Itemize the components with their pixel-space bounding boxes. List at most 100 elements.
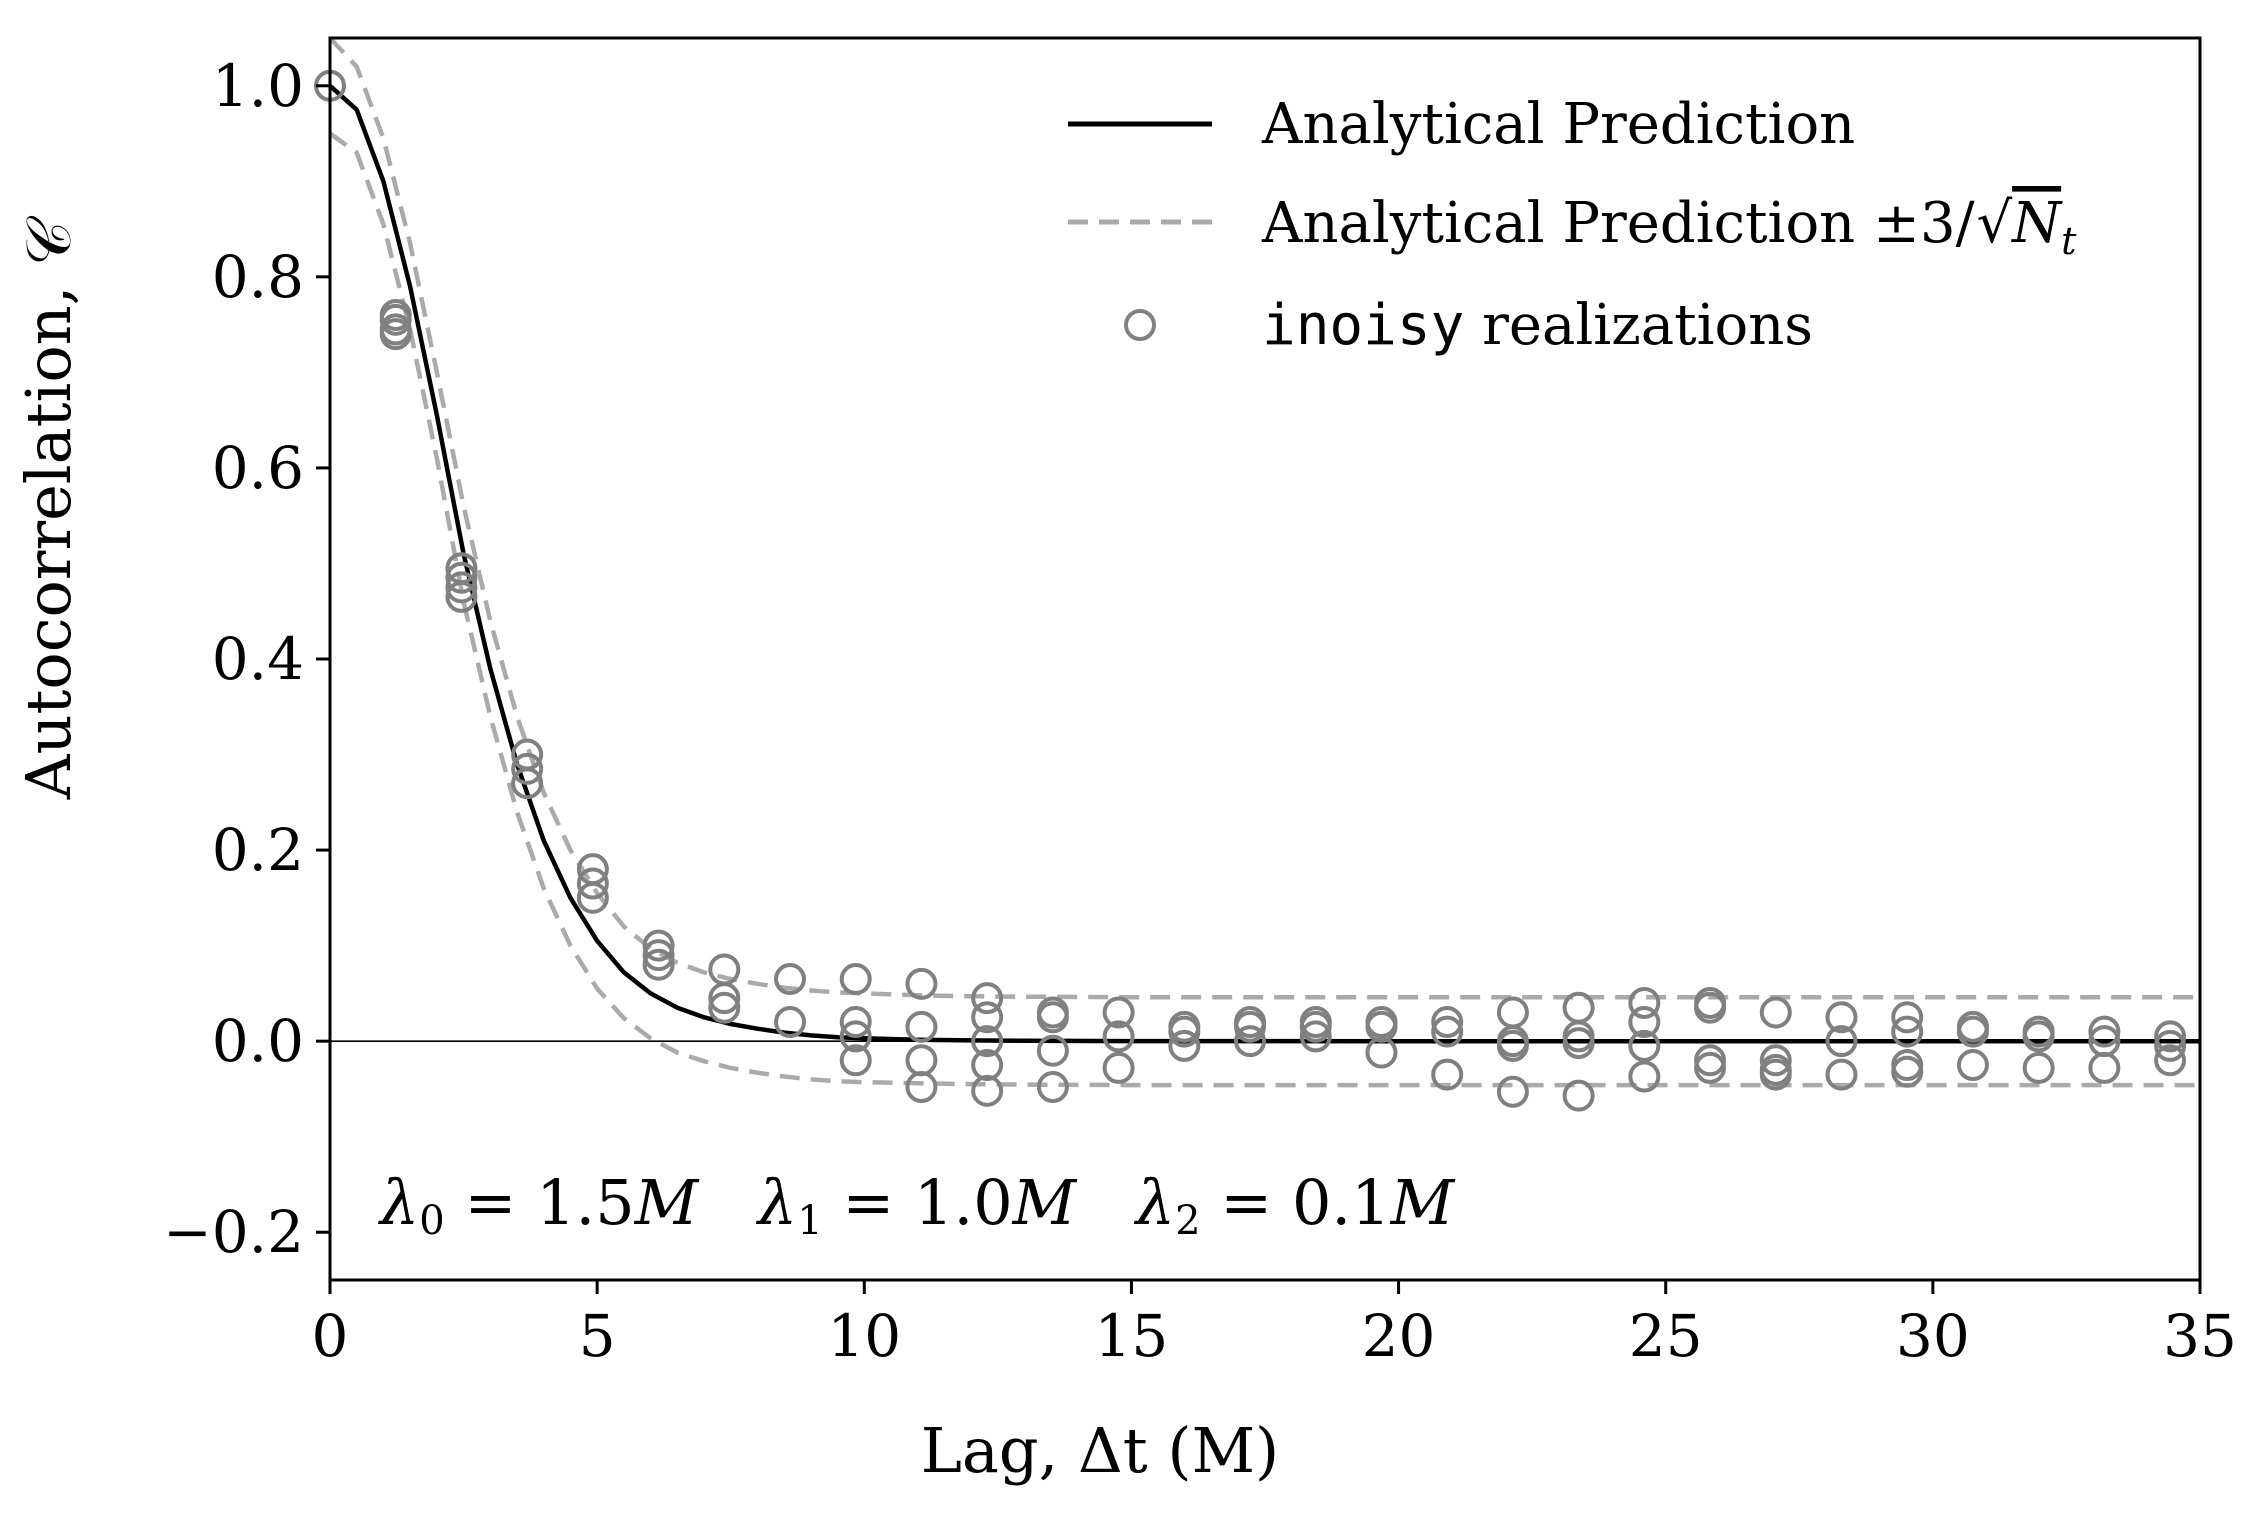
realization-marker <box>1036 1071 1069 1104</box>
realization-marker <box>1431 1006 1464 1039</box>
x-tick-label: 25 <box>1629 1302 1703 1370</box>
legend-label-analytical: Analytical Prediction <box>1261 92 1855 157</box>
realization-marker <box>839 1006 872 1039</box>
x-tick-label: 35 <box>2163 1302 2237 1370</box>
realization-marker <box>1956 1015 1989 1048</box>
legend-bounds-prefix: Analytical Prediction ±3/ <box>1261 191 1975 256</box>
realization-marker <box>1299 1020 1332 1053</box>
realization-marker <box>1234 1025 1267 1058</box>
realization-marker <box>1628 1006 1661 1039</box>
plot-area <box>314 36 2200 1112</box>
realization-marker <box>839 963 872 996</box>
realization-marker <box>971 1049 1004 1082</box>
lambda-1-unit: M <box>1012 1166 1078 1239</box>
realization-marker <box>2088 1015 2121 1048</box>
lambda-2-symbol: λ <box>1133 1166 1175 1239</box>
realization-marker <box>445 571 478 604</box>
realization-marker <box>971 1001 1004 1034</box>
realization-marker <box>1891 1015 1924 1048</box>
y-axis-ticks: −0.2 0.0 0.2 0.4 0.6 0.8 1.0 <box>163 52 330 1266</box>
realization-marker <box>1168 1029 1201 1062</box>
realization-marker <box>2088 1051 2121 1084</box>
y-tick-label: 0.4 <box>212 625 304 693</box>
x-axis-ticks: 0 5 10 15 20 25 30 35 <box>312 1280 2237 1370</box>
legend-realizations-code: inoisy <box>1262 293 1464 358</box>
realization-marker <box>445 580 478 613</box>
y-tick-label: 0.8 <box>212 243 304 311</box>
realization-marker <box>708 991 741 1024</box>
realization-marker <box>1825 1058 1858 1091</box>
realization-marker <box>1694 991 1727 1024</box>
realization-marker <box>1694 1051 1727 1084</box>
realization-marker <box>2022 1051 2055 1084</box>
realization-marker <box>839 1020 872 1053</box>
marker-layer <box>314 69 2187 1112</box>
x-tick-label: 0 <box>312 1302 349 1370</box>
realization-marker <box>1628 986 1661 1019</box>
realization-marker <box>1234 1010 1267 1043</box>
realization-marker <box>1102 1051 1135 1084</box>
realization-marker <box>1431 1015 1464 1048</box>
x-tick-label: 30 <box>1896 1302 1970 1370</box>
lambda-0-unit: M <box>634 1166 700 1239</box>
legend-realizations-rest: realizations <box>1464 293 1813 358</box>
lambda-2-unit: M <box>1390 1166 1456 1239</box>
realization-marker <box>2154 1029 2187 1062</box>
realization-marker <box>839 1044 872 1077</box>
y-tick-label: 0.6 <box>212 434 304 502</box>
realization-marker <box>2154 1020 2187 1053</box>
lambda-1-sub: 1 <box>797 1198 822 1244</box>
y-tick-label: 0.0 <box>212 1007 304 1075</box>
realization-marker <box>1759 1058 1792 1091</box>
realization-marker <box>971 982 1004 1015</box>
upper-bound-line <box>328 36 2200 1000</box>
y-tick-label: −0.2 <box>163 1198 304 1266</box>
realization-marker <box>1891 1055 1924 1088</box>
realization-marker <box>1496 1075 1529 1108</box>
realization-marker <box>642 929 675 962</box>
legend-label-realizations: inoisy realizations <box>1262 293 1813 358</box>
x-tick-label: 15 <box>1095 1302 1169 1370</box>
realization-marker <box>905 967 938 1000</box>
realization-marker <box>576 881 609 914</box>
legend-swatch-realizations <box>1124 309 1156 341</box>
legend-label-bounds: Analytical Prediction ±3/√Nt <box>1261 191 2077 263</box>
realization-marker <box>511 752 544 785</box>
legend: Analytical Prediction Analytical Predict… <box>1068 92 2077 358</box>
lambda-0-sub: 0 <box>419 1198 444 1244</box>
x-tick-label: 10 <box>827 1302 901 1370</box>
realization-marker <box>379 303 412 336</box>
realization-marker <box>511 767 544 800</box>
lambda-parameters: λ0 = 1.5M λ1 = 1.0M λ2 = 0.1M <box>377 1166 1456 1244</box>
realization-marker <box>379 318 412 351</box>
realization-marker <box>1825 1025 1858 1058</box>
realization-marker <box>1956 1049 1989 1082</box>
realization-marker <box>1168 1015 1201 1048</box>
realization-marker <box>1496 1029 1529 1062</box>
realization-marker <box>1628 1029 1661 1062</box>
realization-marker <box>1431 1058 1464 1091</box>
realization-marker <box>971 1025 1004 1058</box>
x-tick-label: 5 <box>579 1302 616 1370</box>
realization-marker <box>1299 1010 1332 1043</box>
realization-marker <box>576 867 609 900</box>
lambda-1-symbol: λ <box>755 1166 797 1239</box>
realization-marker <box>774 1006 807 1039</box>
realization-marker <box>1102 1020 1135 1053</box>
legend-bounds-n: N <box>2010 191 2063 256</box>
realization-marker <box>2154 1044 2187 1077</box>
realization-marker <box>445 561 478 594</box>
realization-marker <box>1891 1001 1924 1034</box>
realization-marker <box>1365 1036 1398 1069</box>
y-axis-label: Autocorrelation, 𝒞 <box>12 215 85 800</box>
lambda-2-sub: 2 <box>1175 1198 1200 1244</box>
realization-marker <box>1102 996 1135 1029</box>
realization-marker <box>642 948 675 981</box>
lambda-0-value: = 1.5 <box>445 1166 635 1239</box>
realization-marker <box>1825 1001 1858 1034</box>
realization-marker <box>774 963 807 996</box>
realization-marker <box>1759 996 1792 1029</box>
realization-marker <box>905 1071 938 1104</box>
